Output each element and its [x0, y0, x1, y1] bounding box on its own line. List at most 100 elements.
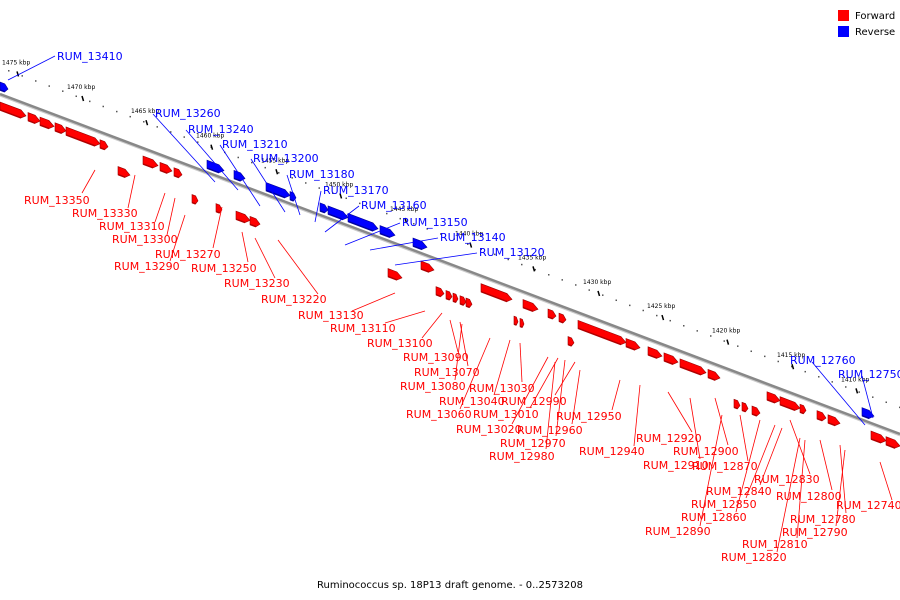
forward-gene-label[interactable]: RUM_12910 — [643, 459, 709, 472]
forward-gene-label[interactable]: RUM_13080 — [400, 380, 466, 393]
reverse-gene-label[interactable]: RUM_12750 — [838, 368, 900, 381]
forward-gene-arrow[interactable] — [522, 299, 539, 313]
forward-gene-label[interactable]: RUM_12940 — [579, 445, 645, 458]
reverse-gene-label[interactable]: RUM_13410 — [57, 50, 123, 63]
forward-gene-label[interactable]: RUM_12890 — [645, 525, 711, 538]
forward-gene-arrow[interactable] — [547, 308, 557, 320]
reverse-gene-arrow[interactable] — [206, 159, 225, 174]
reverse-gene-label[interactable]: RUM_13170 — [323, 184, 389, 197]
forward-gene-label[interactable]: RUM_13310 — [99, 220, 165, 233]
forward-gene-arrow[interactable] — [27, 112, 41, 124]
forward-gene-label[interactable]: RUM_13130 — [298, 309, 364, 322]
forward-gene-arrow[interactable] — [480, 283, 513, 303]
forward-gene-label[interactable]: RUM_12990 — [501, 395, 567, 408]
forward-gene-arrow[interactable] — [452, 292, 459, 303]
reverse-gene-label[interactable]: RUM_13150 — [402, 216, 468, 229]
forward-gene-label[interactable]: RUM_13060 — [406, 408, 472, 421]
reverse-gene-arrow[interactable] — [233, 169, 246, 182]
reverse-gene-label[interactable]: RUM_13210 — [222, 138, 288, 151]
forward-gene-arrow[interactable] — [751, 405, 761, 417]
forward-gene-arrow[interactable] — [142, 155, 159, 169]
forward-gene-arrow[interactable] — [558, 312, 567, 324]
forward-gene-arrow[interactable] — [766, 391, 781, 404]
forward-gene-arrow[interactable] — [459, 295, 467, 306]
forward-gene-label[interactable]: RUM_12840 — [706, 485, 772, 498]
reverse-gene-arrow[interactable] — [379, 225, 396, 239]
forward-gene-label[interactable]: RUM_13020 — [456, 423, 522, 436]
forward-gene-arrow[interactable] — [663, 352, 679, 365]
forward-gene-arrow[interactable] — [191, 194, 199, 205]
forward-gene-arrow[interactable] — [235, 210, 251, 224]
forward-gene-arrow[interactable] — [117, 166, 131, 178]
forward-gene-label[interactable]: RUM_12740 — [836, 499, 900, 512]
reverse-gene-arrow[interactable] — [0, 81, 9, 93]
reverse-gene-label[interactable]: RUM_13240 — [188, 123, 254, 136]
forward-gene-label[interactable]: RUM_13030 — [469, 382, 535, 395]
forward-gene-arrow[interactable] — [65, 126, 101, 147]
forward-gene-label[interactable]: RUM_12780 — [790, 513, 856, 526]
forward-gene-arrow[interactable] — [519, 318, 525, 329]
forward-gene-label[interactable]: RUM_12980 — [489, 450, 555, 463]
forward-gene-label[interactable]: RUM_13250 — [191, 262, 257, 275]
forward-gene-arrow[interactable] — [249, 216, 261, 228]
forward-gene-label[interactable]: RUM_13330 — [72, 207, 138, 220]
forward-gene-label[interactable]: RUM_13110 — [330, 322, 396, 335]
reverse-gene-label[interactable]: RUM_13140 — [440, 231, 506, 244]
forward-gene-arrow[interactable] — [445, 290, 453, 301]
forward-gene-label[interactable]: RUM_12830 — [754, 473, 820, 486]
reverse-gene-arrow[interactable] — [319, 202, 329, 214]
reverse-gene-arrow[interactable] — [412, 237, 428, 251]
forward-gene-arrow[interactable] — [99, 139, 109, 151]
reverse-gene-arrow[interactable] — [861, 407, 875, 420]
forward-gene-arrow[interactable] — [707, 369, 721, 381]
forward-gene-label[interactable]: RUM_13100 — [367, 337, 433, 350]
forward-gene-label[interactable]: RUM_12800 — [776, 490, 842, 503]
forward-gene-arrow[interactable] — [387, 268, 403, 281]
forward-gene-label[interactable]: RUM_12920 — [636, 432, 702, 445]
forward-gene-arrow[interactable] — [420, 260, 435, 273]
reverse-gene-label[interactable]: RUM_12760 — [790, 354, 856, 367]
forward-gene-arrow[interactable] — [39, 116, 55, 130]
forward-gene-arrow[interactable] — [779, 396, 801, 412]
forward-gene-arrow[interactable] — [513, 315, 519, 326]
forward-gene-arrow[interactable] — [54, 122, 67, 134]
forward-gene-label[interactable]: RUM_13090 — [403, 351, 469, 364]
forward-gene-label[interactable]: RUM_12900 — [673, 445, 739, 458]
forward-gene-arrow[interactable] — [0, 101, 27, 119]
forward-gene-arrow[interactable] — [577, 319, 627, 346]
forward-gene-arrow[interactable] — [625, 338, 641, 351]
forward-gene-label[interactable]: RUM_12950 — [556, 410, 622, 423]
reverse-gene-label[interactable]: RUM_13260 — [155, 107, 221, 120]
forward-gene-label[interactable]: RUM_13010 — [473, 408, 539, 421]
forward-gene-label[interactable]: RUM_13040 — [439, 395, 505, 408]
reverse-gene-label[interactable]: RUM_13120 — [479, 246, 545, 259]
reverse-gene-arrow[interactable] — [265, 182, 291, 199]
forward-gene-arrow[interactable] — [465, 297, 473, 309]
forward-gene-label[interactable]: RUM_12970 — [500, 437, 566, 450]
reverse-gene-arrow[interactable] — [347, 213, 379, 232]
reverse-gene-arrow[interactable] — [327, 205, 349, 221]
forward-gene-label[interactable]: RUM_13270 — [155, 248, 221, 261]
forward-gene-arrow[interactable] — [173, 167, 183, 179]
reverse-gene-label[interactable]: RUM_13180 — [289, 168, 355, 181]
forward-gene-arrow[interactable] — [733, 398, 741, 410]
forward-gene-label[interactable]: RUM_12790 — [782, 526, 848, 539]
forward-gene-arrow[interactable] — [885, 436, 900, 449]
forward-gene-arrow[interactable] — [816, 410, 827, 422]
forward-gene-arrow[interactable] — [647, 346, 663, 359]
reverse-gene-label[interactable]: RUM_13200 — [253, 152, 319, 165]
forward-gene-arrow[interactable] — [159, 162, 173, 174]
forward-gene-label[interactable]: RUM_12810 — [742, 538, 808, 551]
forward-gene-label[interactable]: RUM_13070 — [414, 366, 480, 379]
forward-gene-label[interactable]: RUM_13230 — [224, 277, 290, 290]
forward-gene-label[interactable]: RUM_12820 — [721, 551, 787, 564]
forward-gene-label[interactable]: RUM_13300 — [112, 233, 178, 246]
forward-gene-arrow[interactable] — [827, 414, 841, 427]
forward-gene-label[interactable]: RUM_13350 — [24, 194, 90, 207]
forward-gene-label[interactable]: RUM_12870 — [692, 460, 758, 473]
forward-gene-label[interactable]: RUM_12860 — [681, 511, 747, 524]
forward-gene-arrow[interactable] — [435, 286, 445, 298]
forward-gene-arrow[interactable] — [741, 401, 749, 413]
reverse-gene-label[interactable]: RUM_13160 — [361, 199, 427, 212]
forward-gene-label[interactable]: RUM_13290 — [114, 260, 180, 273]
